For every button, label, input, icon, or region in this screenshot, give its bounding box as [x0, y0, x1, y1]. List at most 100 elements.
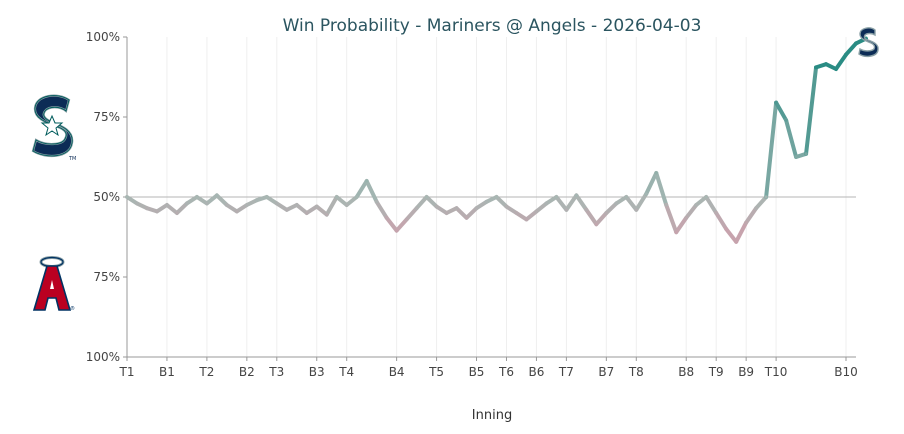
- x-tick-label-6: T4: [338, 365, 354, 379]
- series-segment-45: [574, 193, 589, 212]
- x-tick-label-9: B5: [469, 365, 485, 379]
- data-point-5: [175, 211, 179, 215]
- series-segment-20: [324, 195, 339, 217]
- data-point-73: [854, 41, 858, 46]
- data-point-54: [664, 203, 668, 207]
- svg-text:TM: TM: [68, 156, 76, 162]
- series-segment-25: [374, 199, 389, 220]
- data-point-22: [345, 203, 349, 207]
- data-point-48: [604, 211, 608, 215]
- data-point-40: [524, 217, 529, 221]
- data-point-6: [185, 201, 189, 205]
- series-segment-71: [834, 52, 849, 71]
- data-point-26: [385, 216, 389, 220]
- series-segment-17: [294, 203, 309, 215]
- data-point-23: [355, 195, 359, 199]
- data-point-57: [694, 203, 698, 207]
- x-tick-label-19: B10: [834, 365, 858, 379]
- data-point-11: [235, 209, 239, 213]
- data-point-39: [514, 211, 519, 215]
- series-segment-53: [654, 171, 669, 207]
- chart-title: Win Probability - Mariners @ Angels - 20…: [283, 16, 702, 36]
- x-tick-label-18: T10: [764, 365, 788, 379]
- data-point-60: [724, 227, 728, 231]
- series-segment-56: [684, 203, 699, 220]
- data-point-71: [834, 67, 838, 71]
- data-point-0: [125, 195, 129, 199]
- series-segment-63: [754, 195, 769, 211]
- data-point-4: [165, 203, 169, 207]
- x-tick-label-13: B7: [598, 365, 614, 379]
- x-tick-label-17: B9: [738, 365, 754, 379]
- series-segment-9: [214, 193, 229, 207]
- series-segment-51: [634, 191, 649, 212]
- data-point-51: [634, 208, 638, 212]
- data-point-21: [335, 195, 339, 199]
- x-tick-label-14: T8: [628, 365, 644, 379]
- data-point-59: [714, 211, 718, 215]
- data-point-66: [784, 118, 788, 122]
- y-tick-label-1: 75%: [93, 110, 120, 124]
- data-point-65: [774, 101, 778, 105]
- data-point-58: [704, 195, 708, 199]
- data-point-15: [275, 201, 279, 205]
- series-segment-52: [644, 171, 659, 196]
- x-tick-label-3: B2: [239, 365, 255, 379]
- data-point-64: [764, 195, 768, 199]
- data-point-45: [574, 193, 578, 197]
- data-point-44: [564, 208, 568, 212]
- data-point-16: [285, 208, 289, 212]
- series-segment-4: [164, 203, 179, 215]
- mariners-s-logo-icon: TM: [31, 94, 76, 162]
- x-tick-label-7: B4: [389, 365, 405, 379]
- data-point-68: [804, 152, 808, 156]
- y-tick-label-2: 50%: [93, 190, 120, 204]
- x-tick-label-2: T2: [198, 365, 214, 379]
- svg-text:®: ®: [70, 305, 75, 312]
- x-tick-label-10: T6: [498, 365, 514, 379]
- data-point-35: [474, 206, 479, 210]
- x-tick-label-12: T7: [558, 365, 574, 379]
- y-axis-ticks: 100% 75% 50% 75% 100%: [86, 30, 127, 364]
- data-point-28: [405, 217, 409, 221]
- series-group: [125, 36, 868, 244]
- data-point-10: [225, 203, 229, 207]
- data-point-69: [814, 65, 818, 69]
- x-tick-label-11: B6: [529, 365, 545, 379]
- data-point-67: [794, 155, 798, 159]
- data-point-50: [624, 195, 628, 199]
- data-point-63: [754, 206, 758, 210]
- x-axis-ticks: T1 B1 T2 B2 T3 B3 T4 B4 T5 B5 T6 B6 T7 B7 T8 B8 T9 B9 T10 B…: [119, 357, 858, 379]
- data-point-29: [415, 206, 419, 210]
- data-point-46: [584, 208, 588, 212]
- data-point-27: [395, 229, 399, 233]
- data-point-38: [504, 205, 509, 209]
- data-point-33: [454, 206, 459, 210]
- series-segment-28: [404, 206, 419, 222]
- data-point-18: [305, 211, 309, 215]
- data-point-14: [265, 195, 269, 199]
- series-segment-30: [424, 195, 439, 209]
- series-segment-43: [554, 195, 569, 212]
- series-segment-62: [744, 206, 759, 225]
- x-tick-label-4: T3: [268, 365, 284, 379]
- series-segment-24: [364, 179, 379, 204]
- data-point-1: [135, 201, 139, 205]
- data-point-55: [674, 230, 678, 234]
- series-segment-44: [564, 193, 579, 212]
- series-segment-54: [664, 203, 679, 235]
- data-point-62: [744, 221, 748, 225]
- data-point-24: [365, 179, 369, 183]
- series-segment-19: [314, 204, 329, 217]
- data-point-17: [295, 203, 299, 207]
- data-point-70: [824, 62, 828, 66]
- data-point-20: [325, 213, 329, 217]
- series-segment-23: [354, 179, 369, 199]
- y-tick-label-4: 100%: [86, 350, 120, 364]
- data-point-49: [614, 201, 618, 205]
- y-tick-label-3: 75%: [93, 270, 120, 284]
- series-segment-8: [204, 193, 219, 206]
- series-segment-5: [174, 201, 189, 215]
- series-segment-68: [804, 65, 819, 156]
